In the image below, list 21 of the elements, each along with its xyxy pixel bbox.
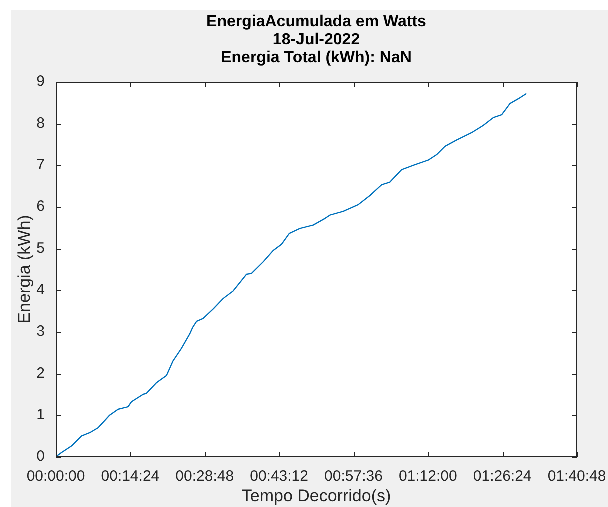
y-tick-label: 7 [36, 156, 45, 174]
y-tick-label: 1 [36, 406, 45, 424]
x-tick-label: 00:57:36 [324, 468, 383, 486]
chart-title: EnergiaAcumulada em Watts 18-Jul-2022 Energia Total (kWh): NaN [206, 13, 427, 66]
x-tick-label: 01:12:00 [398, 468, 458, 486]
y-axis-title: Energia (kWh) [14, 215, 34, 324]
x-tick-label: 01:40:48 [548, 468, 606, 486]
y-tick-label: 2 [36, 364, 45, 382]
y-tick-label: 0 [36, 448, 45, 466]
x-tick-label: 00:43:12 [250, 468, 308, 486]
y-tick-label: 5 [36, 240, 45, 257]
y-tick-label: 9 [36, 73, 45, 90]
x-tick-label: 00:00:00 [26, 468, 86, 486]
y-tick-label: 3 [36, 323, 45, 340]
x-axis-title: Tempo Decorrido(s) [242, 486, 392, 506]
y-tick-label: 4 [36, 281, 45, 298]
y-tick-label: 6 [36, 198, 45, 216]
x-tick-label: 00:14:24 [101, 468, 160, 486]
y-tick-label: 8 [36, 114, 45, 132]
x-tick-label: 00:28:48 [176, 468, 234, 486]
x-tick-label: 01:26:24 [473, 468, 532, 486]
